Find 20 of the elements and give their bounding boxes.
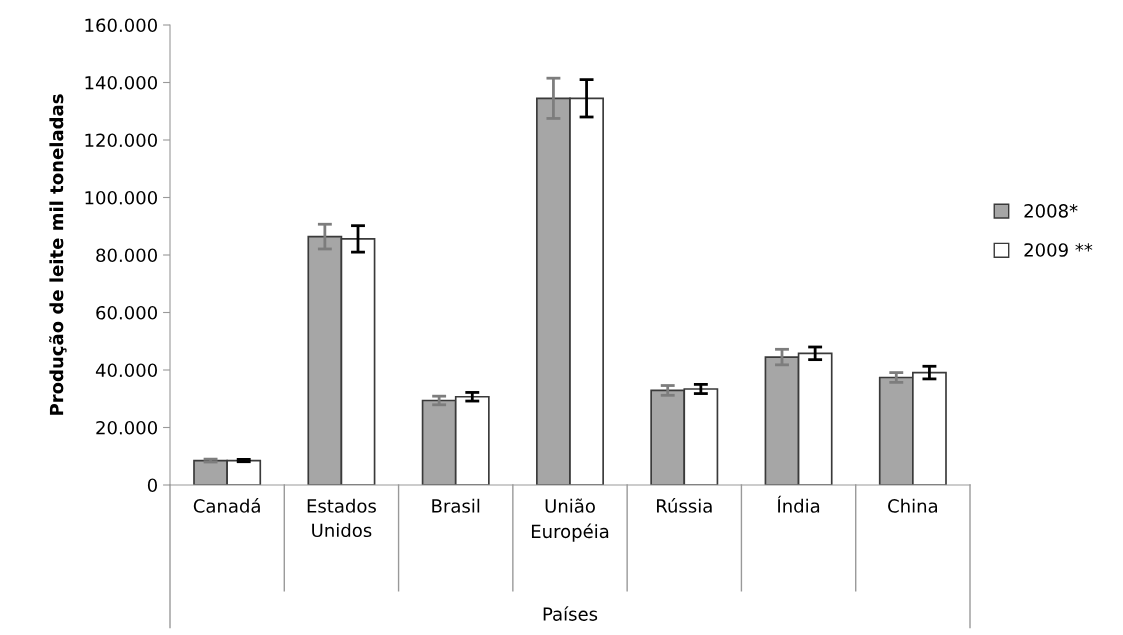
legend-label: 2008* xyxy=(1024,204,1078,218)
x-tick-label: União Européia xyxy=(531,498,609,542)
y-tick-label: 80.000 xyxy=(96,248,157,263)
x-axis-title: Países xyxy=(543,606,598,621)
x-tick-label: Estados Unidos xyxy=(307,498,376,538)
x-tick-label: Rússia xyxy=(657,498,712,513)
x-tick-label: Brasil xyxy=(432,498,480,513)
x-tick-label: China xyxy=(888,498,938,513)
y-tick-label: 100.000 xyxy=(85,190,157,205)
y-tick-label: 120.000 xyxy=(85,133,157,148)
y-tick-label: 60.000 xyxy=(96,305,157,320)
y-tick-label: 0 xyxy=(147,478,157,493)
x-tick-label: Índia xyxy=(777,495,820,513)
y-tick-label: 140.000 xyxy=(85,75,157,90)
y-tick-label: 20.000 xyxy=(96,420,157,435)
legend-label: 2009 ** xyxy=(1024,243,1093,257)
y-tick-label: 160.000 xyxy=(85,18,157,33)
y-tick-label: 40.000 xyxy=(95,363,157,378)
x-tick-label: Canadá xyxy=(193,498,260,513)
y-axis-title: Produção de leite mil toneladas xyxy=(49,94,67,415)
